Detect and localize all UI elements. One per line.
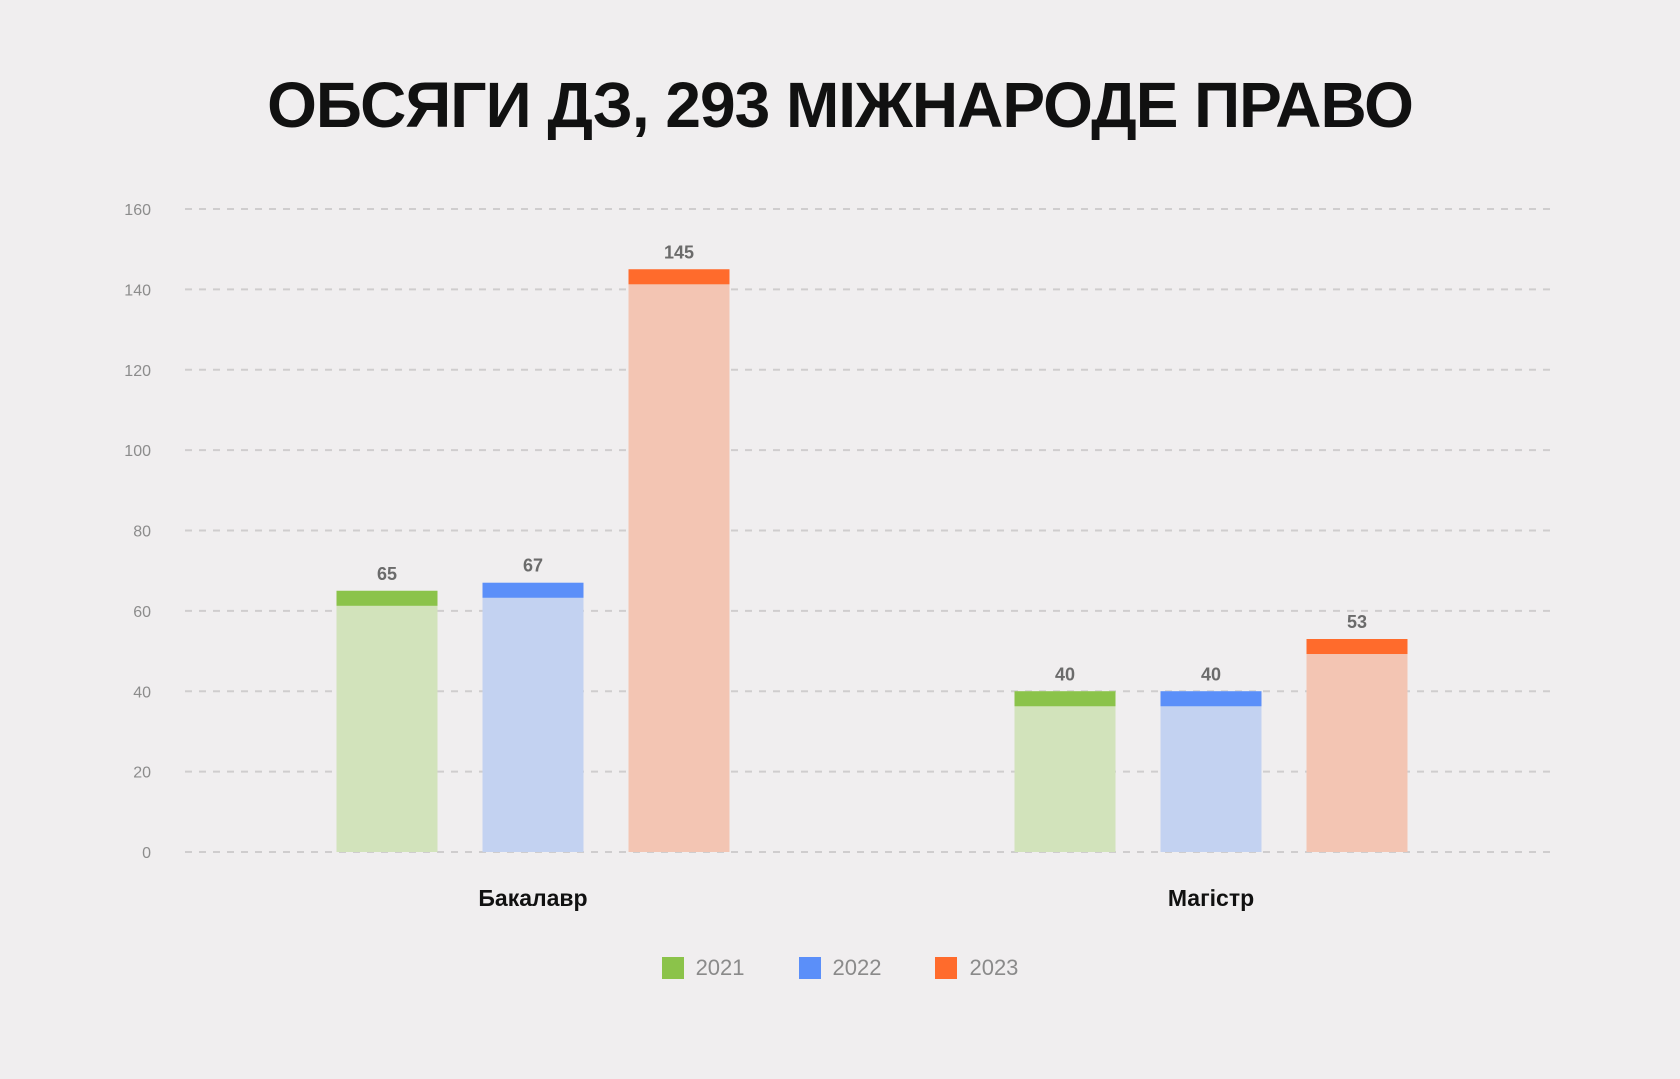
x-category-label: Магістр	[1168, 885, 1254, 911]
bar-2022-1	[1160, 691, 1262, 852]
legend-swatch	[661, 957, 684, 979]
legend-swatch	[798, 957, 821, 979]
y-tick-label: 100	[124, 443, 151, 460]
legend-item-2021: 2021	[661, 955, 745, 981]
bar-cap-2021-1	[1014, 691, 1116, 707]
bar-2021-0	[336, 590, 438, 852]
data-label: 67	[523, 556, 543, 576]
legend: 2021 2022 2023	[0, 955, 1680, 981]
x-category-label: Бакалавр	[478, 885, 587, 911]
chart-title: ОБСЯГИ ДЗ, 293 МІЖНАРОДЕ ПРАВО	[267, 69, 1414, 141]
data-label: 53	[1347, 612, 1367, 632]
legend-label: 2022	[832, 955, 882, 980]
y-tick-label: 80	[133, 524, 151, 541]
bars-layer	[336, 269, 1408, 852]
y-tick-label: 60	[133, 604, 151, 621]
legend-label: 2021	[695, 955, 745, 980]
bar-2023-1	[1306, 639, 1408, 852]
legend-item-2023: 2023	[935, 955, 1018, 981]
y-tick-label: 160	[124, 202, 151, 219]
data-label: 40	[1201, 664, 1221, 684]
bar-2022-0	[482, 582, 584, 852]
y-tick-label: 0	[142, 845, 151, 862]
y-tick-label: 20	[133, 765, 151, 782]
legend-swatch	[935, 957, 958, 979]
y-tick-label: 120	[124, 363, 151, 380]
bar-cap-2022-0	[482, 582, 584, 598]
bar-2021-1	[1014, 691, 1116, 852]
data-label: 40	[1055, 664, 1075, 684]
bar-cap-2022-1	[1160, 691, 1262, 707]
bar-cap-2021-0	[336, 590, 438, 606]
y-tick-label: 140	[124, 282, 151, 299]
legend-label: 2023	[969, 955, 1019, 980]
legend-item-2022: 2022	[798, 955, 882, 981]
bar-2023-0	[628, 269, 730, 852]
bar-cap-2023-0	[628, 269, 730, 285]
data-label: 145	[664, 242, 694, 262]
labels-layer: 0 20 40 60 80 100 120 140 160 65 67 145 Бакалавр 40 40…	[124, 202, 1367, 911]
y-tick-label: 40	[133, 684, 151, 701]
bar-cap-2023-1	[1306, 639, 1408, 655]
data-label: 65	[377, 564, 397, 584]
